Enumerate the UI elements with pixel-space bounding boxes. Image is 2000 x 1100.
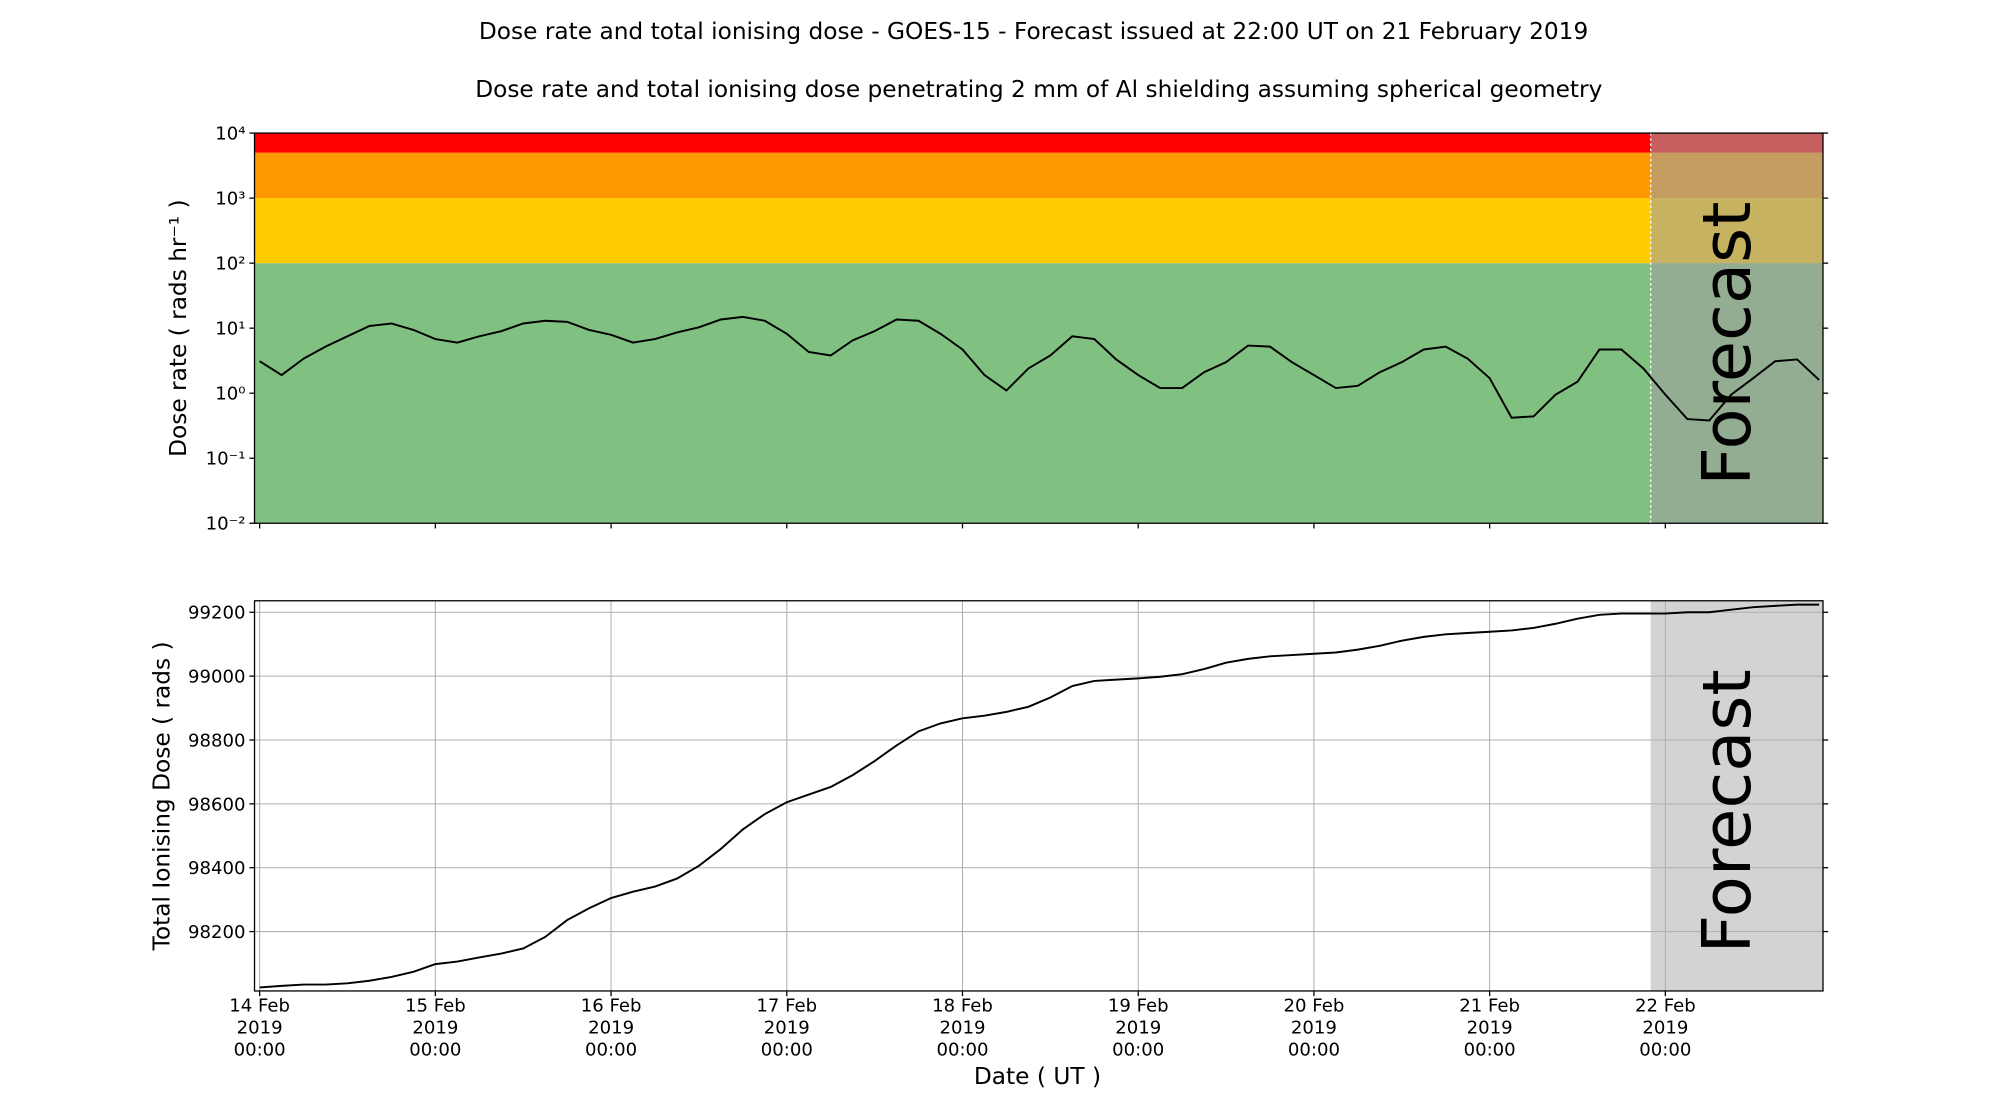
y-tick-label: 98800 [188, 730, 246, 751]
y-axis-label: Total Ionising Dose ( rads ) [148, 641, 175, 951]
y-tick-label: 10⁻¹ [206, 449, 246, 470]
y-tick-label: 10¹ [215, 319, 245, 340]
forecast-label: Forecast [1688, 669, 1766, 953]
y-tick-label: 98600 [188, 794, 246, 815]
chart-title: Dose rate and total ionising dose - GOES… [479, 18, 1588, 45]
y-tick-label: 10³ [215, 189, 245, 210]
y-axis-label: Dose rate ( rads hr⁻¹ ) [165, 199, 192, 456]
chart-subtitle: Dose rate and total ionising dose penetr… [475, 76, 1602, 103]
risk-band [254, 198, 1823, 264]
forecast-label: Forecast [1688, 202, 1766, 486]
forecast-region [1650, 133, 1823, 524]
y-tick-label: 98400 [188, 858, 246, 879]
x-tick-label: 20 Feb 2019 00:00 [1284, 996, 1345, 1061]
y-tick-label: 99000 [188, 667, 246, 688]
risk-band [254, 152, 1823, 199]
x-axis-label: Date ( UT ) [974, 1063, 1101, 1090]
forecast-region [1650, 600, 1823, 991]
risk-band [254, 133, 1823, 153]
x-tick-label: 14 Feb 2019 00:00 [229, 996, 290, 1061]
risk-band [254, 263, 1823, 524]
y-tick-label: 10⁻² [206, 514, 246, 535]
x-tick-label: 19 Feb 2019 00:00 [1108, 996, 1169, 1061]
data-line [259, 603, 1820, 989]
y-tick-label: 10⁴ [215, 124, 245, 145]
plot-frame [253, 600, 1824, 992]
x-tick-label: 16 Feb 2019 00:00 [581, 996, 642, 1061]
y-tick-label: 99200 [188, 603, 246, 624]
x-tick-label: 18 Feb 2019 00:00 [932, 996, 993, 1061]
x-tick-label: 17 Feb 2019 00:00 [756, 996, 817, 1061]
y-tick-label: 10⁰ [215, 384, 245, 405]
x-tick-label: 22 Feb 2019 00:00 [1635, 996, 1696, 1061]
data-line [259, 315, 1820, 422]
x-tick-label: 15 Feb 2019 00:00 [405, 996, 466, 1061]
x-tick-label: 21 Feb 2019 00:00 [1459, 996, 1520, 1061]
y-tick-label: 10² [215, 254, 245, 275]
y-tick-label: 98200 [188, 922, 246, 943]
